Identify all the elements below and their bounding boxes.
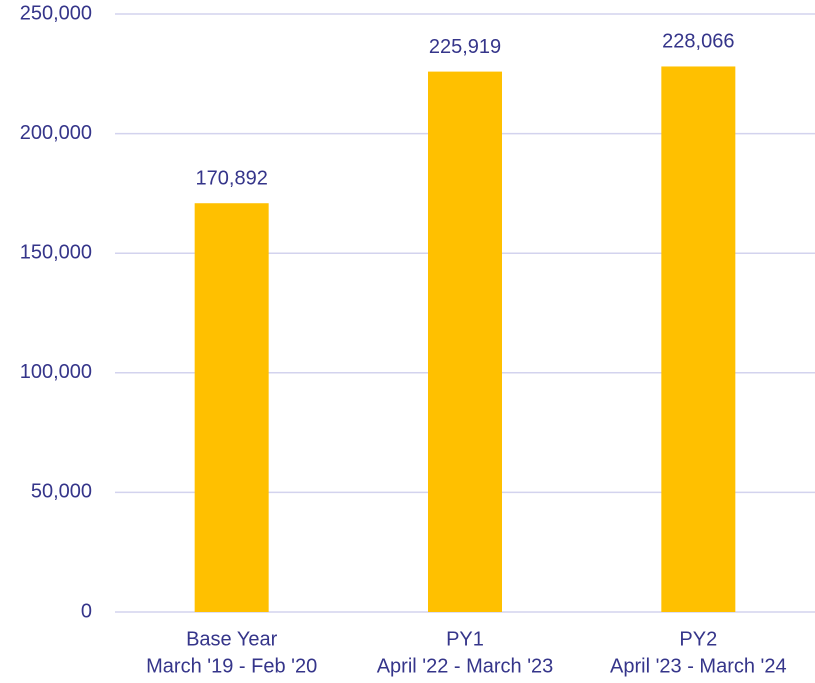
y-tick-label: 200,000 bbox=[20, 122, 92, 144]
x-tick-label: April '22 - March '23 bbox=[377, 655, 554, 677]
data-label: 170,892 bbox=[196, 168, 268, 190]
data-label: 228,066 bbox=[662, 31, 734, 53]
bar bbox=[194, 203, 269, 613]
data-label: 225,919 bbox=[429, 36, 501, 58]
y-tick-label: 0 bbox=[81, 600, 92, 622]
x-tick-label: Base Year bbox=[186, 628, 278, 650]
y-tick-label: 250,000 bbox=[20, 2, 92, 24]
y-tick-label: 100,000 bbox=[20, 361, 92, 383]
x-tick-label: March '19 - Feb '20 bbox=[146, 655, 317, 677]
x-tick-label: April '23 - March '24 bbox=[610, 655, 787, 677]
y-tick-label: 50,000 bbox=[31, 481, 92, 503]
y-tick-label: 150,000 bbox=[20, 241, 92, 263]
bar bbox=[428, 71, 502, 613]
x-tick-label: PY2 bbox=[679, 628, 717, 650]
bar bbox=[661, 66, 736, 612]
x-tick-label: PY1 bbox=[446, 628, 484, 650]
